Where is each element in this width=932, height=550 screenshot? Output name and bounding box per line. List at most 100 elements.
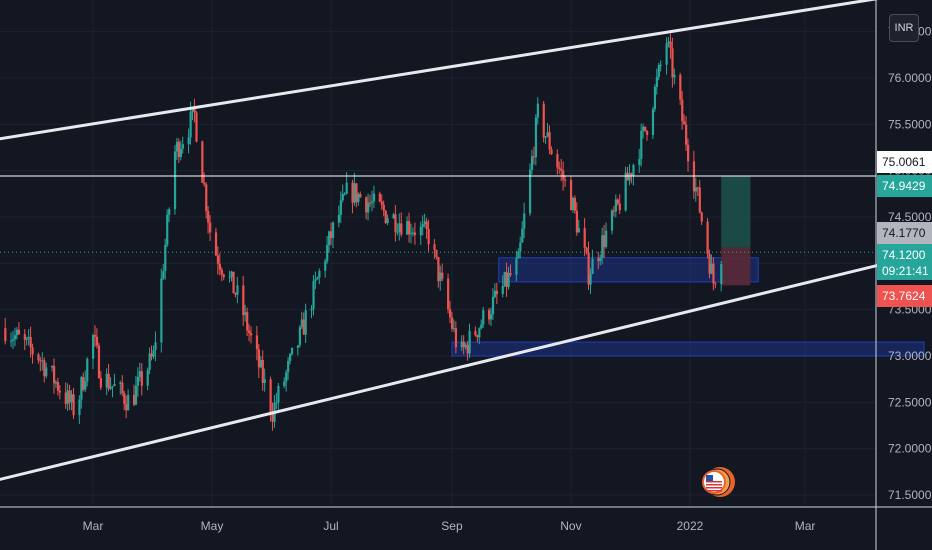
candle-body xyxy=(218,263,222,270)
candle-body xyxy=(31,347,34,355)
candle-body xyxy=(528,169,532,214)
candle-body xyxy=(599,257,602,261)
y-tick-label: 74.5000 xyxy=(888,210,932,224)
candle-body xyxy=(132,394,136,405)
candle-body xyxy=(97,345,101,378)
price-tag-bg xyxy=(877,222,932,244)
us-flag-event-icon xyxy=(702,467,735,497)
candle-body xyxy=(70,394,73,403)
candle-body xyxy=(84,381,87,390)
candle-body xyxy=(517,251,520,259)
candle-body xyxy=(409,233,413,235)
x-tick-label: May xyxy=(201,519,224,533)
currency-badge[interactable]: INR xyxy=(889,14,919,42)
candle-body xyxy=(427,229,430,245)
price-tag: 73.7624 xyxy=(877,285,932,307)
candle-body xyxy=(277,386,280,403)
candle-body xyxy=(173,151,177,210)
candle-body xyxy=(99,377,103,388)
candle-body xyxy=(630,173,633,177)
candle-body xyxy=(542,103,545,138)
candle-body xyxy=(54,381,58,384)
candle-body xyxy=(550,149,553,155)
candle-body xyxy=(519,242,522,252)
candle-body xyxy=(123,393,126,404)
candle-body xyxy=(13,335,17,340)
candle-body xyxy=(546,132,549,137)
candle-body xyxy=(136,376,140,386)
candle-body xyxy=(17,329,21,335)
candle-body xyxy=(162,271,165,279)
candle-body xyxy=(92,335,95,359)
candle-body xyxy=(175,141,179,152)
candle-body xyxy=(150,353,153,357)
candle-body xyxy=(232,271,235,294)
candle-body xyxy=(462,341,465,348)
candle-body xyxy=(152,350,155,357)
candle-body xyxy=(400,223,403,235)
candle-body xyxy=(534,117,538,158)
price-tag: 74.1770 xyxy=(877,222,932,244)
candle-body xyxy=(419,227,422,236)
price-tags: 75.0061 74.9429 74.1770 74.1200 09:21:41 73.7… xyxy=(877,151,932,307)
zones xyxy=(451,257,925,357)
candle-body xyxy=(437,257,440,282)
candle-body xyxy=(154,342,157,351)
x-tick-label: Sep xyxy=(441,519,463,533)
candle-body xyxy=(220,269,223,275)
candle-body xyxy=(491,296,495,315)
price-tag: 74.9429 xyxy=(877,175,932,197)
candle-body xyxy=(58,390,62,393)
candle-body xyxy=(289,354,292,361)
candle-body xyxy=(109,387,112,389)
y-tick-label: 72.0000 xyxy=(888,442,932,456)
candle-body xyxy=(616,199,619,204)
candle-body xyxy=(710,263,713,274)
candle-body xyxy=(312,281,315,309)
candle-body xyxy=(12,339,15,341)
candle-body xyxy=(449,309,452,318)
candle-body xyxy=(310,308,313,311)
candle-body xyxy=(466,344,469,354)
candle-body xyxy=(119,382,122,384)
candle-body xyxy=(493,290,497,297)
candle-body xyxy=(673,74,676,78)
candle-body xyxy=(536,103,539,118)
price-tag-label: 73.7624 xyxy=(882,289,926,303)
candle-body xyxy=(642,126,645,131)
candle-body xyxy=(370,201,374,203)
candle-body xyxy=(583,228,586,248)
candle-body xyxy=(78,399,81,416)
candle-body xyxy=(207,211,210,223)
candle-body xyxy=(714,283,717,285)
candle-body xyxy=(603,235,606,247)
price-tag: 75.0061 xyxy=(877,151,932,173)
candle-body xyxy=(37,354,40,361)
candle-body xyxy=(45,367,48,377)
candle-body xyxy=(591,258,594,275)
candle-body xyxy=(564,179,567,181)
candle-body xyxy=(556,154,559,168)
candle-body xyxy=(290,347,294,355)
candle-body xyxy=(530,156,534,170)
candle-body xyxy=(203,182,206,185)
candle-body xyxy=(369,202,372,204)
candle-body xyxy=(275,402,278,404)
x-tick-label: 2022 xyxy=(677,519,704,533)
candle-body xyxy=(585,247,588,253)
y-tick-label: 73.0000 xyxy=(888,349,932,363)
candle-body xyxy=(23,334,26,340)
candle-body xyxy=(687,144,690,162)
candle-body xyxy=(708,253,711,274)
candle-body xyxy=(181,144,184,149)
candle-body xyxy=(365,197,368,213)
x-tick-label: Mar xyxy=(795,519,816,533)
candle-body xyxy=(384,210,387,224)
candle-body xyxy=(589,274,592,285)
candle-body xyxy=(189,111,192,138)
candle-body xyxy=(314,279,317,282)
candle-body xyxy=(411,232,415,234)
price-tag-label: 09:21:41 xyxy=(882,264,929,278)
